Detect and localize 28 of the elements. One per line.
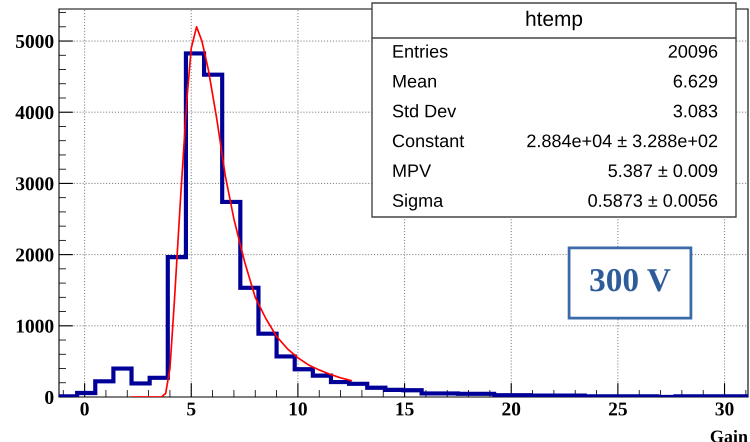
annotation: 20096 xyxy=(668,44,718,58)
annotation: MPV xyxy=(393,164,432,177)
line-series xyxy=(130,26,352,397)
y-tick-label: 2000 xyxy=(16,248,54,262)
annotation: Std Dev xyxy=(392,104,456,118)
x-tick-label: 10 xyxy=(290,402,307,416)
annotation: Constant xyxy=(392,134,464,148)
annotation: 6.629 xyxy=(674,74,718,88)
y-tick-label: 0 xyxy=(45,390,54,404)
annotation: 2.884e+04 ± 3.288e+02 xyxy=(527,134,718,148)
x-tick-label: 25 xyxy=(608,402,627,416)
annotation: Entries xyxy=(393,44,448,58)
x-tick-label: 5 xyxy=(187,402,196,416)
x-tick-label: 0 xyxy=(80,402,89,416)
y-tick-label: 1000 xyxy=(16,320,54,333)
y-tick-label: 5000 xyxy=(16,34,54,48)
annotation: Mean xyxy=(393,74,436,88)
annotation: 0.5873 ± 0.0056 xyxy=(588,194,718,207)
annotation: 5.387 ± 0.009 xyxy=(608,164,718,178)
annotation: Sigma xyxy=(392,194,444,210)
x-tick-label: 30 xyxy=(716,402,734,416)
x-tick-label: 20 xyxy=(502,402,520,416)
annotation: htemp xyxy=(526,10,582,30)
x-tick-label: 15 xyxy=(396,402,414,416)
annotation: 300 V xyxy=(590,268,671,292)
y-tick-label: 4000 xyxy=(16,106,54,120)
y-tick-label: 3000 xyxy=(16,177,54,190)
annotation: 3.083 xyxy=(674,104,718,118)
